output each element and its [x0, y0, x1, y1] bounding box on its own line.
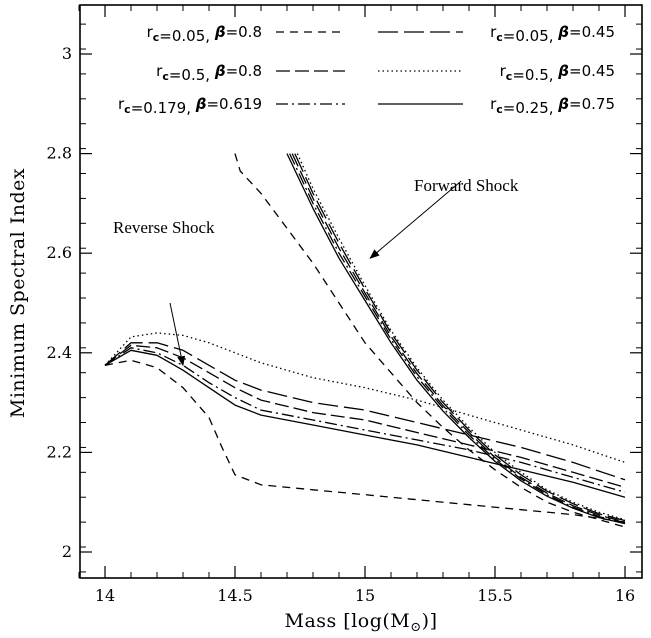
y-tick-label: 2 — [62, 542, 72, 561]
legend-label: rc=0.5, β=0.8 — [156, 62, 262, 84]
y-tick-label: 2.2 — [47, 442, 72, 461]
x-tick-label: 14.5 — [217, 586, 253, 605]
series-line-forward-rc0.05-beta0.8 — [234, 153, 626, 528]
annotations: Forward Shock Reverse Shock — [113, 176, 519, 367]
legend-label: rc=0.25, β=0.75 — [490, 95, 615, 117]
forward-shock-label: Forward Shock — [414, 176, 519, 195]
axis-ticks: 14 14.5 15 15.5 16 2 2.2 2.4 2.6 2.8 3 — [47, 5, 642, 605]
reverse-shock-arrow — [169, 302, 186, 367]
series-line-forward-rc0.5-beta0.45 — [296, 153, 626, 521]
series-line-forward-rc0.05-beta0.45 — [294, 153, 626, 522]
legend-entry-rc0.25-beta0.75: rc=0.25, β=0.75 — [378, 95, 615, 117]
legend-label: rc=0.05, β=0.8 — [147, 23, 262, 45]
y-axis-label: Minimum Spectral Index — [7, 168, 29, 418]
series-line-reverse-rc0.05-beta0.8 — [104, 359, 626, 523]
reverse-shock-label: Reverse Shock — [113, 218, 215, 237]
y-tick-label: 2.4 — [47, 343, 72, 362]
series-line-reverse-rc0.5-beta0.8 — [104, 344, 626, 488]
legend-entry-rc0.5-beta0.45: rc=0.5, β=0.45 — [378, 62, 615, 84]
x-tick-label: 14 — [95, 586, 115, 605]
x-axis-label: Mass [log(M⊙)] — [284, 610, 437, 635]
y-tick-label: 2.8 — [47, 144, 72, 163]
legend-label: rc=0.05, β=0.45 — [490, 23, 615, 45]
x-tick-label: 15.5 — [477, 586, 513, 605]
legend-entry-rc0.5-beta0.8: rc=0.5, β=0.8 — [156, 62, 345, 84]
series-line-forward-rc0.5-beta0.8 — [291, 153, 626, 523]
legend-entry-rc0.05-beta0.45: rc=0.05, β=0.45 — [378, 23, 615, 45]
legend-entry-rc0.179-beta0.619: rc=0.179, β=0.619 — [118, 95, 345, 117]
plot-frame — [79, 4, 643, 579]
legend-label: rc=0.179, β=0.619 — [118, 95, 262, 117]
series-lines — [104, 153, 626, 528]
series-line-reverse-rc0.25-beta0.75 — [104, 349, 626, 498]
y-tick-label: 2.6 — [47, 243, 72, 262]
series-line-forward-rc0.25-beta0.75 — [286, 153, 626, 525]
series-line-forward-rc0.179-beta0.619 — [289, 153, 626, 524]
x-tick-label: 15 — [355, 586, 375, 605]
x-tick-label: 16 — [615, 586, 635, 605]
legend-entry-rc0.05-beta0.8: rc=0.05, β=0.8 — [147, 23, 345, 45]
legend-label: rc=0.5, β=0.45 — [500, 62, 615, 84]
forward-shock-arrow — [369, 180, 462, 259]
series-line-reverse-rc0.179-beta0.619 — [104, 347, 626, 493]
legend: rc=0.05, β=0.8 rc=0.5, β=0.8 rc=0.179, β=0… — [118, 23, 615, 117]
y-tick-label: 3 — [62, 44, 72, 63]
series-line-reverse-rc0.5-beta0.45 — [104, 332, 626, 464]
series-line-reverse-rc0.05-beta0.45 — [104, 342, 626, 481]
